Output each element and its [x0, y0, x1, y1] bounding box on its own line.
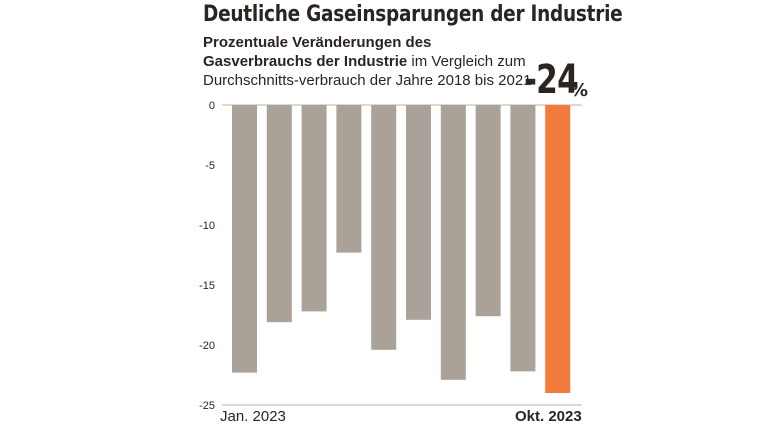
x-tick-label-last: Okt. 2023 [515, 408, 582, 425]
highlight-unit: % [570, 80, 589, 101]
bar-9 [510, 105, 536, 372]
bar-1 [232, 105, 257, 373]
y-tick-label: -25 [199, 400, 215, 412]
y-tick-label: -15 [199, 280, 215, 292]
subtitle-regular: im Vergleich zum Durchschnitts-verbrauch… [203, 53, 532, 89]
bar-5 [371, 105, 397, 350]
bar-7 [440, 105, 466, 380]
bar-8 [475, 105, 501, 317]
bar-4 [336, 105, 362, 253]
y-axis: 0 -5 -10 -15 -20 -25 [199, 100, 582, 412]
chart-subtitle: Prozentuale Veränderungen des Gasverbrau… [203, 33, 533, 90]
subtitle-bold: Prozentuale Veränderungen des Gasverbrau… [203, 34, 432, 70]
bar-series [232, 105, 571, 393]
x-tick-label-first: Jan. 2023 [220, 408, 286, 425]
highlight-value: -24 [524, 57, 579, 103]
bar-10 [545, 105, 571, 393]
bar-2 [266, 105, 292, 323]
y-tick-label: 0 [209, 100, 215, 112]
y-tick-label: -20 [199, 340, 215, 352]
y-tick-label: -5 [205, 160, 215, 172]
chart-title: Deutliche Gaseinsparungen der Industrie [203, 2, 623, 27]
bar-3 [301, 105, 327, 312]
bar-6 [406, 105, 431, 320]
y-tick-label: -10 [199, 220, 215, 232]
